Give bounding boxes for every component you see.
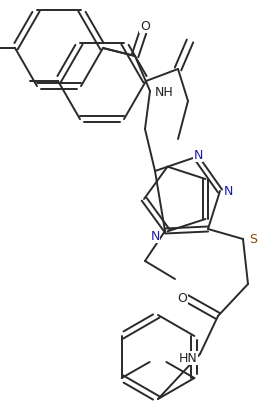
- Text: HN: HN: [179, 351, 197, 365]
- Text: O: O: [140, 21, 150, 33]
- Text: N: N: [150, 230, 160, 243]
- Text: NH: NH: [155, 85, 173, 98]
- Text: O: O: [177, 292, 187, 305]
- Text: S: S: [249, 233, 257, 246]
- Text: N: N: [223, 185, 233, 198]
- Text: N: N: [193, 149, 203, 162]
